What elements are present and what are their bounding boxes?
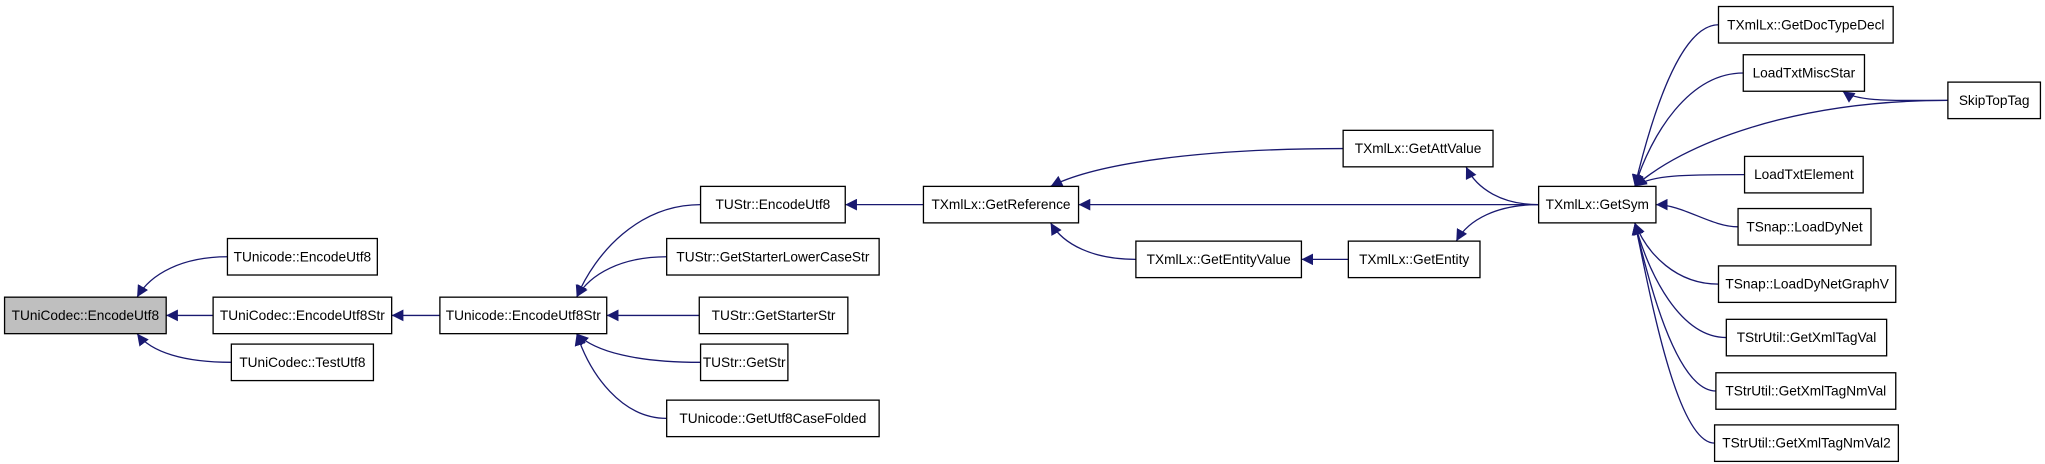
node-label: TUStr::GetStarterStr xyxy=(712,308,836,323)
node-label: TXmlLx::GetDocTypeDecl xyxy=(1727,17,1884,32)
node-label: TUniCodec::EncodeUtf8Str xyxy=(220,308,385,323)
node-label: TXmlLx::GetAttValue xyxy=(1355,141,1482,156)
edge-n23-to-n14 xyxy=(1631,222,1715,444)
node-label: TStrUtil::GetXmlTagVal xyxy=(1737,330,1877,345)
node-txmllx-getattvalue[interactable]: TXmlLx::GetAttValue xyxy=(1342,129,1494,168)
edge-n14-to-n11 xyxy=(1465,166,1539,206)
node-box xyxy=(698,296,849,335)
node-label: TSnap::LoadDyNet xyxy=(1746,219,1862,234)
edge-n14-to-n13 xyxy=(1455,203,1539,242)
edge-n17-to-n16 xyxy=(1842,90,1948,103)
edge-n17-to-n14 xyxy=(1634,99,1948,187)
node-loadtxtmiscstar[interactable]: LoadTxtMiscStar xyxy=(1742,54,1866,92)
node-box xyxy=(1717,5,1894,44)
node-box xyxy=(212,296,393,335)
edge-n8-to-n4 xyxy=(576,333,701,363)
edge-n3-to-n0 xyxy=(136,333,232,363)
edge-n19-to-n14 xyxy=(1655,198,1739,228)
node-box xyxy=(1713,424,1900,463)
node-label: TUnicode::EncodeUtf8Str xyxy=(446,308,601,323)
node-label: TXmlLx::GetEntity xyxy=(1359,252,1469,267)
node-tsnap-loaddynetgraphv[interactable]: TSnap::LoadDyNetGraphV xyxy=(1717,265,1897,304)
node-label: TXmlLx::GetReference xyxy=(931,197,1070,212)
node-tstrutil-getxmltagval[interactable]: TStrUtil::GetXmlTagVal xyxy=(1725,318,1888,357)
node-label: SkipTopTag xyxy=(1959,93,2030,108)
node-box xyxy=(1715,372,1897,410)
node-box xyxy=(1742,54,1866,92)
node-box xyxy=(230,343,375,382)
node-box xyxy=(1135,240,1303,279)
node-box xyxy=(1717,265,1897,304)
node-box xyxy=(666,237,880,276)
edge-n15-to-n14 xyxy=(1631,24,1719,187)
node-tustr-getstr[interactable]: TUStr::GetStr xyxy=(699,343,789,382)
node-box xyxy=(666,399,880,438)
node-label: TSnap::LoadDyNetGraphV xyxy=(1725,277,1889,292)
edge-n18-to-n14 xyxy=(1634,173,1745,187)
node-label: TUnicode::GetUtf8CaseFolded xyxy=(679,411,866,426)
node-box xyxy=(439,296,608,335)
node-box xyxy=(1743,155,1864,194)
edge-n20-to-n14 xyxy=(1633,222,1719,285)
node-tustr-encodeutf8[interactable]: TUStr::EncodeUtf8 xyxy=(699,185,846,224)
node-label: TUStr::EncodeUtf8 xyxy=(716,197,831,212)
node-box xyxy=(1347,240,1481,279)
edge-n21-to-n14 xyxy=(1632,222,1727,339)
node-tunicode-encodeutf8[interactable]: TUnicode::EncodeUtf8 xyxy=(226,237,378,276)
node-box xyxy=(699,185,846,224)
node-box xyxy=(1725,318,1888,357)
node-box xyxy=(1537,185,1657,224)
node-loadtxtelement[interactable]: LoadTxtElement xyxy=(1743,155,1864,194)
node-tsnap-loaddynet[interactable]: TSnap::LoadDyNet xyxy=(1737,207,1872,246)
node-box xyxy=(1342,129,1494,168)
node-tstrutil-getxmltagnmval[interactable]: TStrUtil::GetXmlTagNmVal xyxy=(1715,372,1897,410)
node-tustr-getstarterstr[interactable]: TUStr::GetStarterStr xyxy=(698,296,849,335)
node-txmllx-getreference[interactable]: TXmlLx::GetReference xyxy=(922,185,1080,224)
node-label: TUStr::GetStr xyxy=(703,355,786,370)
edge-n16-to-n14 xyxy=(1632,72,1744,187)
node-label: TUnicode::EncodeUtf8 xyxy=(234,249,372,264)
node-tunicodec-encodeutf8str[interactable]: TUniCodec::EncodeUtf8Str xyxy=(212,296,393,335)
node-label: TUniCodec::TestUtf8 xyxy=(239,355,366,370)
node-tunicodec-encodeutf8[interactable]: TUniCodec::EncodeUtf8 xyxy=(3,296,167,335)
node-tunicode-getutf8casefolded[interactable]: TUnicode::GetUtf8CaseFolded xyxy=(666,399,880,438)
edge-n9-to-n4 xyxy=(574,333,667,420)
edge-n6-to-n4 xyxy=(576,256,667,298)
edge-n5-to-n4 xyxy=(575,203,701,298)
edges-layer xyxy=(136,24,1948,444)
node-txmllx-getentity[interactable]: TXmlLx::GetEntity xyxy=(1347,240,1481,279)
node-tunicodec-testutf8[interactable]: TUniCodec::TestUtf8 xyxy=(230,343,375,382)
node-txmllx-getentityvalue[interactable]: TXmlLx::GetEntityValue xyxy=(1135,240,1303,279)
node-label: TXmlLx::GetEntityValue xyxy=(1147,252,1291,267)
node-label: LoadTxtMiscStar xyxy=(1753,65,1856,80)
edge-n1-to-n0 xyxy=(136,256,228,298)
nodes-layer: TUniCodec::EncodeUtf8 TUnicode::EncodeUtf… xyxy=(3,5,2042,463)
node-label: TUStr::GetStarterLowerCaseStr xyxy=(676,249,869,264)
node-label: TUniCodec::EncodeUtf8 xyxy=(12,308,160,323)
node-label: LoadTxtElement xyxy=(1754,167,1854,182)
node-box xyxy=(1947,81,2042,120)
node-txmllx-getsym[interactable]: TXmlLx::GetSym xyxy=(1537,185,1657,224)
node-box xyxy=(699,343,789,382)
node-box xyxy=(226,237,378,276)
edge-n11-to-n10 xyxy=(1050,147,1344,187)
node-box xyxy=(922,185,1080,224)
node-box xyxy=(3,296,167,335)
edge-n12-to-n10 xyxy=(1050,222,1136,261)
node-tunicode-encodeutf8str[interactable]: TUnicode::EncodeUtf8Str xyxy=(439,296,608,335)
edge-n22-to-n14 xyxy=(1631,222,1716,392)
node-label: TStrUtil::GetXmlTagNmVal xyxy=(1725,384,1886,399)
node-txmllx-getdoctypedecl[interactable]: TXmlLx::GetDocTypeDecl xyxy=(1717,5,1894,44)
node-label: TXmlLx::GetSym xyxy=(1546,197,1649,212)
node-skiptoptag[interactable]: SkipTopTag xyxy=(1947,81,2042,120)
node-box xyxy=(1737,207,1872,246)
node-tustr-getstarterlowercasestr[interactable]: TUStr::GetStarterLowerCaseStr xyxy=(666,237,880,276)
node-label: TStrUtil::GetXmlTagNmVal2 xyxy=(1722,436,1890,451)
node-tstrutil-getxmltagnmval2[interactable]: TStrUtil::GetXmlTagNmVal2 xyxy=(1713,424,1900,463)
